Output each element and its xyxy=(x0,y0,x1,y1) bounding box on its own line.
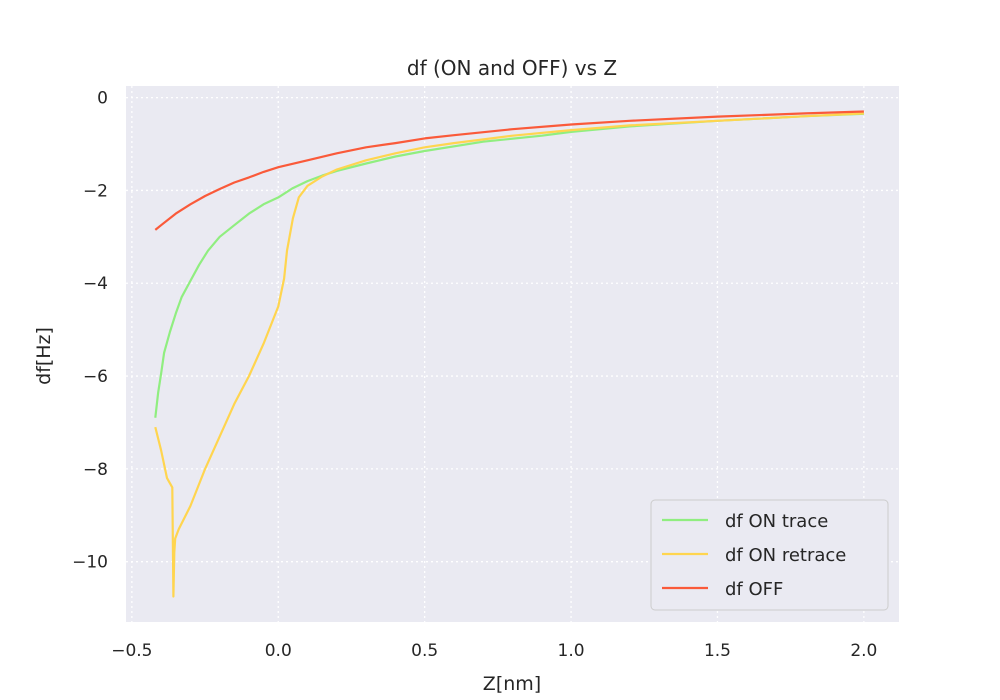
legend-box xyxy=(650,499,889,611)
y-tick-label: −2 xyxy=(83,181,108,201)
y-axis-label: df[Hz] xyxy=(33,327,55,385)
x-tick-label: −0.5 xyxy=(111,641,152,661)
x-axis-label: Z[nm] xyxy=(483,673,541,695)
series-line-on-retrace xyxy=(154,112,864,598)
chart-title: df (ON and OFF) vs Z xyxy=(407,56,617,80)
legend-label-on-trace: df ON trace xyxy=(725,511,828,532)
x-tick-label: 0.0 xyxy=(265,641,292,661)
legend: df ON trace df ON retrace df OFF xyxy=(650,499,889,611)
x-tick-label: 0.5 xyxy=(411,641,438,661)
x-tick-label: 1.0 xyxy=(558,641,585,661)
y-tick-label: −8 xyxy=(83,460,108,480)
y-tick-label: −10 xyxy=(72,553,108,573)
x-tick-label: 2.0 xyxy=(850,641,877,661)
legend-label-on-retrace: df ON retrace xyxy=(725,545,846,566)
y-tick-label: −4 xyxy=(83,274,108,294)
tick-labels: −0.5 0.0 0.5 1.0 1.5 2.0 0 −2 −4 −6 −8 −10 xyxy=(72,89,877,661)
series-layer xyxy=(154,110,864,598)
series-line-off xyxy=(154,110,864,231)
legend-label-off: df OFF xyxy=(725,579,783,600)
x-tick-label: 1.5 xyxy=(704,641,731,661)
y-tick-label: 0 xyxy=(97,89,108,109)
series-line-on-trace xyxy=(154,112,864,418)
y-tick-label: −6 xyxy=(83,367,108,387)
